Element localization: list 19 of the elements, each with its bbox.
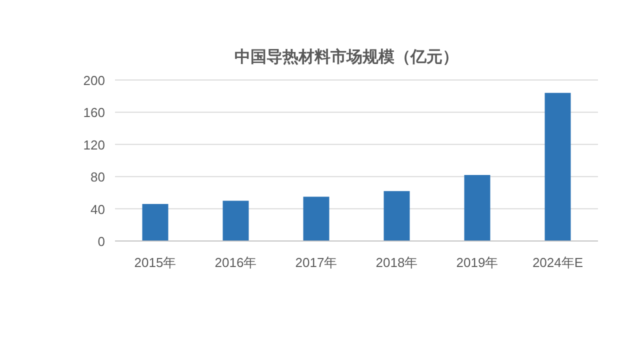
x-tick-label: 2024年E <box>532 255 584 270</box>
x-tick-label: 2017年 <box>295 255 338 270</box>
chart-title: 中国导热材料市场规模（亿元） <box>234 48 458 66</box>
x-tick-label: 2019年 <box>456 255 498 270</box>
bar <box>222 200 249 241</box>
y-tick-label: 160 <box>83 105 105 120</box>
y-tick-label: 200 <box>83 73 105 88</box>
y-tick-label: 0 <box>98 234 105 249</box>
x-tick-label: 2015年 <box>134 255 176 270</box>
y-tick-label: 120 <box>83 137 105 152</box>
bar <box>544 92 571 241</box>
y-tick-label: 80 <box>90 170 105 185</box>
bar <box>303 196 330 241</box>
y-tick-label: 40 <box>90 202 105 217</box>
bar <box>142 204 168 241</box>
bar <box>464 174 490 241</box>
x-tick-label: 2016年 <box>214 255 257 270</box>
x-tick-label: 2018年 <box>376 255 418 270</box>
bar <box>384 191 410 241</box>
